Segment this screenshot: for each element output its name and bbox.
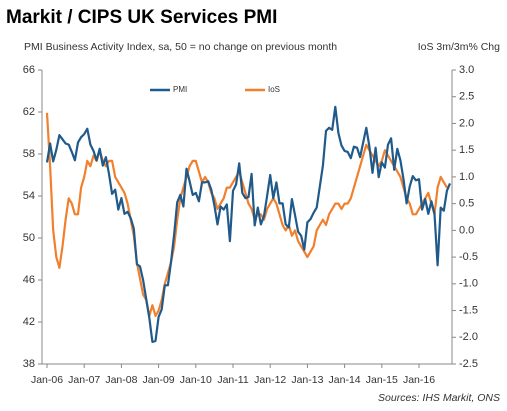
x-tick-label: Jan-10 <box>180 374 212 386</box>
x-tick-label: Jan-12 <box>254 374 286 386</box>
source: Sources: IHS Markit, ONS <box>378 392 500 404</box>
y-tick-label: 58 <box>23 148 35 160</box>
y-tick-label: 42 <box>23 316 35 328</box>
y2-tick-label: 0.0 <box>459 224 474 236</box>
x-tick-label: Jan-07 <box>68 374 100 386</box>
x-tick-label: Jan-11 <box>217 374 248 386</box>
y2-tick-label: 2.5 <box>459 91 474 103</box>
chart-title: Markit / CIPS UK Services PMI <box>6 7 277 28</box>
legend-label: IoS <box>268 85 280 94</box>
x-tick-label: Jan-16 <box>403 374 435 386</box>
y2-tick-label: 0.5 <box>459 198 474 210</box>
y2-tick-label: 1.5 <box>459 144 474 156</box>
y2-tick-label: -2.0 <box>459 331 478 343</box>
x-tick-label: Jan-09 <box>143 374 175 386</box>
y2-tick-label: 1.0 <box>459 171 474 183</box>
y-tick-label: 54 <box>23 190 35 202</box>
y2-tick-label: 2.0 <box>459 117 474 129</box>
series-line <box>45 105 452 343</box>
x-tick-label: Jan-13 <box>291 374 323 386</box>
series-line <box>45 112 448 317</box>
y2-tick-label: -1.0 <box>459 278 478 290</box>
y-tick-label: 62 <box>23 106 35 118</box>
y2-tick-label: -2.5 <box>459 358 478 370</box>
y2-tick-label: 3.0 <box>459 64 474 76</box>
y-tick-label: 38 <box>23 358 35 370</box>
x-tick-label: Jan-06 <box>31 374 63 386</box>
x-tick-label: Jan-14 <box>329 374 361 386</box>
x-tick-label: Jan-08 <box>105 374 137 386</box>
y-tick-label: 66 <box>23 64 35 76</box>
y2-tick-label: -1.5 <box>459 304 478 316</box>
legend-label: PMI <box>173 85 187 94</box>
y2-tick-label: -0.5 <box>459 251 478 263</box>
y-tick-label: 50 <box>23 232 35 244</box>
subtitle: PMI Business Activity Index, sa, 50 = no… <box>24 41 337 53</box>
x-tick-label: Jan-15 <box>366 374 398 386</box>
y-tick-label: 46 <box>23 274 35 286</box>
y2-axis-label: IoS 3m/3m% Chg <box>418 41 500 53</box>
